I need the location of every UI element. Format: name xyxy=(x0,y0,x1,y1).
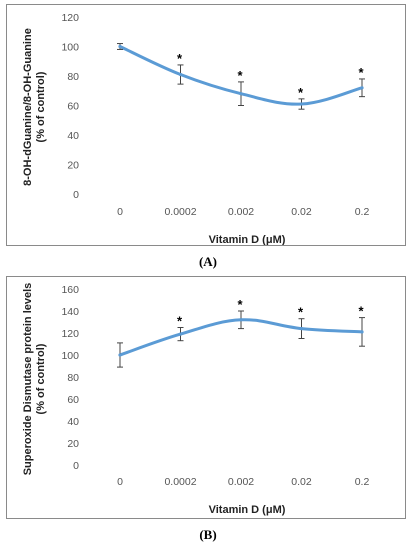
y-tick-label: 0 xyxy=(73,189,79,201)
x-tick-label: 0.2 xyxy=(355,206,370,218)
y-tick-label: 60 xyxy=(67,101,79,113)
y-tick-label: 20 xyxy=(67,160,79,172)
chart-a-svg: 0 20 40 60 80 100 120 0 0.0002 0.002 0.02 0.2 Vitami… xyxy=(22,12,370,245)
data-point xyxy=(299,327,304,331)
y-tick-label: 120 xyxy=(61,328,79,340)
y-tick-label: 100 xyxy=(61,350,79,362)
x-tick-label: 0.02 xyxy=(291,206,312,218)
data-point xyxy=(178,72,183,77)
y-axis-title-line2: (% of control) xyxy=(35,343,47,414)
y-tick-label: 20 xyxy=(67,438,79,450)
x-tick-label: 0 xyxy=(117,476,123,488)
chart-panel-a: 0 20 40 60 80 100 120 0 0.0002 0.002 0.02 0.2 Vitami… xyxy=(6,4,406,246)
y-tick-label: 140 xyxy=(61,306,79,318)
significance-star: * xyxy=(358,65,364,80)
chart-b-svg: 0 20 40 60 80 100 120 140 160 0 0.0002 0.002 0.02 0.2… xyxy=(22,283,370,516)
x-tick-label: 0.02 xyxy=(291,476,312,488)
significance-star: * xyxy=(177,51,183,66)
data-point xyxy=(118,44,122,49)
y-tick-label: 40 xyxy=(67,416,79,428)
y-tick-label: 120 xyxy=(61,12,79,24)
data-point xyxy=(239,318,243,322)
y-axis-title: Superoxide Dismutase protein levels (% of… xyxy=(22,283,47,476)
y-tick-label: 100 xyxy=(61,42,79,54)
x-tick-label: 0.0002 xyxy=(164,206,196,218)
y-axis-title-line1: 8-OH-dGuanine/8-OH-Guanine xyxy=(22,28,34,186)
y-tick-label: 80 xyxy=(67,71,79,83)
x-tick-label: 0.002 xyxy=(228,476,254,488)
significance-star: * xyxy=(237,68,243,83)
y-tick-label: 160 xyxy=(61,284,79,296)
significance-star: * xyxy=(298,85,304,100)
data-point xyxy=(299,102,304,106)
significance-star: * xyxy=(298,305,304,320)
significance-star: * xyxy=(358,304,364,319)
y-tick-label: 40 xyxy=(67,130,79,142)
y-tick-label: 60 xyxy=(67,394,79,406)
significance-star: * xyxy=(237,297,243,312)
y-axis-title-line2: (% of control) xyxy=(35,71,47,142)
data-point xyxy=(178,332,183,336)
data-point xyxy=(239,92,243,96)
x-tick-label: 0.2 xyxy=(355,476,370,488)
x-tick-label: 0.0002 xyxy=(164,476,196,488)
y-tick-label: 80 xyxy=(67,372,79,384)
chart-panel-b: 0 20 40 60 80 100 120 140 160 0 0.0002 0.002 0.02 0.2… xyxy=(6,276,406,519)
x-tick-label: 0 xyxy=(117,206,123,218)
data-point xyxy=(360,86,364,90)
x-tick-label: 0.002 xyxy=(228,206,254,218)
panel-caption-b: (B) xyxy=(199,527,217,542)
x-axis-title: Vitamin D (μM) xyxy=(209,234,286,245)
data-point xyxy=(118,353,122,357)
x-axis-title: Vitamin D (μM) xyxy=(209,504,286,516)
y-axis-title-line1: Superoxide Dismutase protein levels xyxy=(22,283,34,476)
significance-star: * xyxy=(177,314,183,329)
panel-caption-a: (A) xyxy=(198,254,218,269)
y-tick-label: 0 xyxy=(73,460,79,472)
y-axis-title: 8-OH-dGuanine/8-OH-Guanine (% of control) xyxy=(22,28,47,186)
data-point xyxy=(360,330,364,334)
